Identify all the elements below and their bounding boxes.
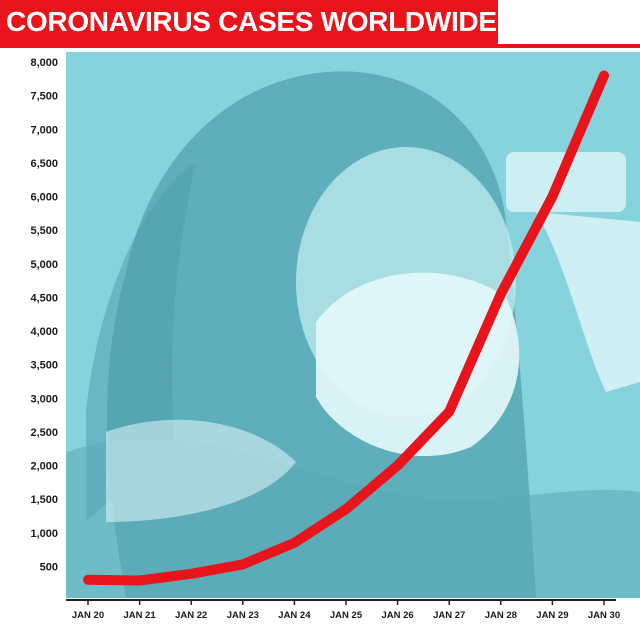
data-point [291, 539, 298, 546]
y-tick-label: 7,000 [30, 124, 58, 136]
x-tick-label: JAN 20 [72, 610, 104, 621]
y-tick-label: 500 [40, 561, 58, 573]
y-tick-label: 6,000 [30, 192, 58, 204]
y-tick-label: 5,500 [30, 225, 58, 237]
x-tick-label: JAN 28 [485, 610, 517, 621]
x-tick-label: JAN 21 [123, 610, 156, 621]
y-tick-label: 7,500 [30, 91, 58, 103]
y-tick-label: 3,500 [30, 360, 58, 372]
background-photo [66, 52, 640, 598]
y-tick-label: 1,500 [30, 494, 58, 506]
data-point [497, 291, 504, 298]
x-tick-label: JAN 23 [227, 610, 259, 621]
data-point [239, 561, 246, 568]
x-tick-label: JAN 24 [278, 610, 311, 621]
y-tick-label: 2,000 [30, 461, 58, 473]
x-tick-label: JAN 26 [381, 610, 413, 621]
series-line [83, 70, 609, 586]
data-point [188, 570, 195, 577]
title-underline [0, 44, 640, 48]
data-point [549, 193, 556, 200]
y-tick-label: 5,000 [30, 259, 58, 271]
x-tick-label: JAN 22 [175, 610, 207, 621]
x-tick-label: JAN 29 [536, 610, 568, 621]
y-tick-label: 2,500 [30, 427, 58, 439]
x-tick-label: JAN 25 [330, 610, 363, 621]
data-point [85, 576, 91, 583]
y-tick-label: 8,000 [30, 57, 58, 69]
x-tick-label: JAN 30 [588, 610, 620, 621]
y-tick-label: 4,000 [30, 326, 58, 338]
y-tick-label: 1,000 [30, 528, 58, 540]
data-point [446, 408, 453, 415]
chart-title: CORONAVIRUS CASES WORLDWIDE [0, 0, 498, 44]
data-point [394, 462, 401, 469]
y-tick-label: 3,000 [30, 393, 58, 405]
y-tick-label: 6,500 [30, 158, 58, 170]
data-point [343, 506, 349, 513]
photo-illustration [66, 52, 640, 598]
data-point [136, 577, 143, 584]
data-point [601, 72, 607, 79]
y-tick-label: 4,500 [30, 292, 58, 304]
x-tick-label: JAN 27 [433, 610, 465, 621]
